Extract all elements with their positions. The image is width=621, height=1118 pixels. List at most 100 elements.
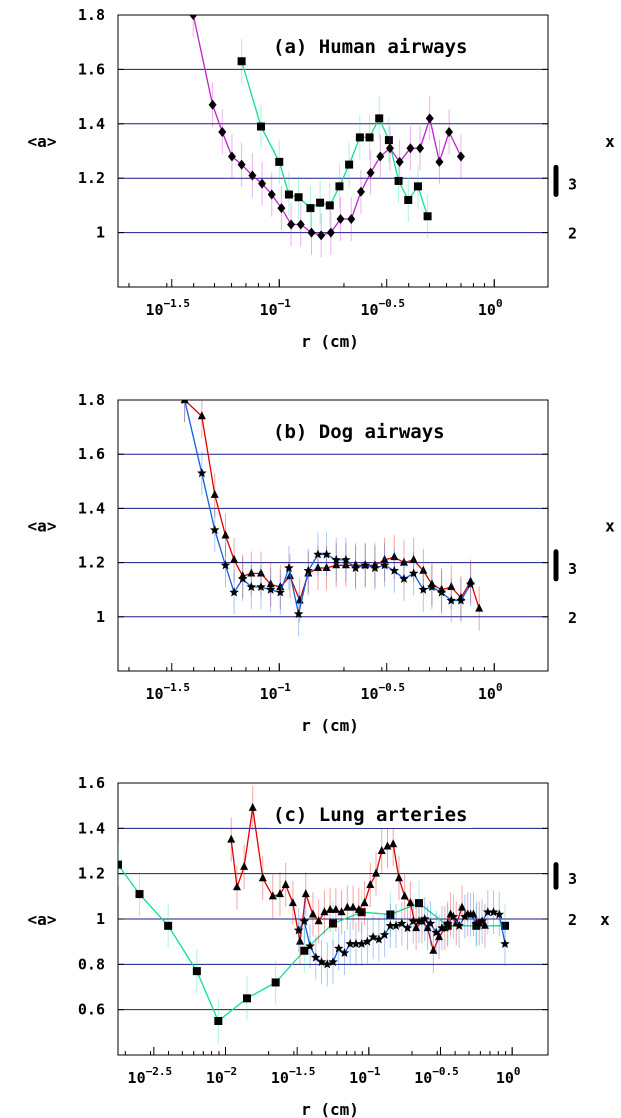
- panel-3-series-2-point: [268, 891, 277, 900]
- panel-3-series-2-point: [227, 834, 236, 843]
- panel-3-series-3-point: [374, 934, 384, 944]
- panel-1-series-1-point: [256, 122, 265, 131]
- panel-3-ylabel: <a>: [28, 910, 57, 929]
- panel-2-series-2-point: [456, 595, 466, 605]
- panel-1-series-2-point: [385, 143, 394, 154]
- panel-2-ytick-label: 1.6: [78, 445, 105, 463]
- panel-1-series-2-point: [356, 186, 365, 197]
- panel-2-series-2-point: [293, 609, 304, 619]
- panel-3-series-3-point: [397, 918, 407, 928]
- panel-2-series-2-point: [350, 563, 361, 573]
- panel-1-series-1-point: [375, 114, 384, 123]
- panel-2-series-2-point: [209, 525, 220, 535]
- panel-2-series-1-point: [197, 411, 206, 420]
- panel-3-series-2-point: [258, 873, 267, 882]
- panel-3-series-2-point: [435, 932, 444, 941]
- panel-3-series-3-point: [351, 938, 361, 948]
- panel-1-data: [189, 15, 465, 258]
- panel-2-series-1-point: [230, 554, 239, 563]
- panel-1-series-2-point: [416, 143, 425, 154]
- panel-3-series-1-point: [329, 919, 337, 928]
- panel-3-series-3-point: [488, 907, 499, 917]
- panel-3-series-1-point: [243, 994, 251, 1003]
- panel-2-y2label: x: [605, 517, 615, 536]
- panel-3-series-2-point: [314, 916, 323, 925]
- panel-3-series-2-point: [377, 846, 386, 854]
- panel-1-xlabel: r (cm): [301, 332, 359, 351]
- panel-3-series-1-point: [135, 890, 144, 899]
- panel-2-ytick-label: 1.8: [78, 391, 105, 409]
- panel-3-series-2-point: [389, 839, 398, 848]
- panel-1-ytick-label: 1.6: [78, 60, 105, 78]
- panel-2-series-1-point: [256, 568, 265, 577]
- panel-3-series-2-point: [366, 880, 375, 888]
- panel-1-series-2-point: [376, 151, 385, 162]
- panel-2-series-2-point: [197, 468, 207, 478]
- panel-3-series-1-point: [164, 921, 173, 930]
- panel-3-series-2-point: [458, 902, 466, 911]
- panel-1-series-2-point: [267, 189, 276, 200]
- panel-2-series-1-point: [313, 563, 322, 572]
- panel-2-ytick-label: 1.2: [78, 554, 105, 572]
- panel-1-series-2-point: [227, 151, 236, 162]
- panel-1-series-2-point: [296, 219, 305, 230]
- panel-3-ytick-label: 0.6: [78, 1001, 105, 1019]
- panel-1-series-1-point: [275, 157, 284, 166]
- panel-1-series-1-point: [325, 201, 334, 210]
- panel-1-series-2-point: [277, 203, 286, 214]
- panel-1-series-2-point: [237, 159, 246, 170]
- panel-3-series-3-point: [431, 927, 441, 937]
- panel-3-series-2-point: [337, 907, 346, 916]
- panel-2-xlabel: r (cm): [301, 716, 359, 735]
- panel-3-series-3-point: [299, 916, 310, 926]
- panel-1-series-1-point: [423, 212, 432, 221]
- panel-3-series-3-point: [448, 911, 459, 921]
- panel-3-series-2-point: [423, 923, 432, 932]
- panel-3-series-2-point: [480, 920, 489, 929]
- panel-2-series-1-point: [419, 565, 428, 574]
- panel-1-series-2-point: [248, 170, 257, 181]
- panel-1-series-2-point: [258, 178, 267, 189]
- panel-3-series-3-point: [322, 959, 333, 969]
- panel-1-series-1-point: [384, 136, 393, 145]
- panel-2-ytick-label: 1: [96, 608, 105, 626]
- panel-2-series-2-point: [313, 549, 323, 559]
- panel-2-series-2-point: [229, 587, 239, 597]
- panel-2-ytick-label: 1.4: [78, 499, 105, 517]
- panel-1-series-1-point: [237, 57, 246, 66]
- panel-2-series-1-point: [322, 563, 331, 572]
- panel-1-ytick-label: 1.8: [78, 6, 105, 24]
- panel-3-series-2-point: [406, 898, 415, 907]
- panel-1-ylabel: <a>: [28, 132, 57, 151]
- panel-3-series-2-point: [326, 904, 335, 913]
- panel-3-series-2-point: [308, 909, 317, 918]
- panel-1-series-1-point: [294, 193, 303, 202]
- panel-2-series-2-point: [360, 560, 371, 570]
- panel-1-series-2-point: [435, 156, 444, 167]
- panel-2-series-2-point: [265, 584, 276, 594]
- panel-1-xtick-label: 10−1.5: [145, 297, 190, 319]
- panel-3-series-3-point: [402, 923, 413, 933]
- panel-3-right-tick-label: 2: [568, 911, 577, 929]
- panel-1-series-2-point: [208, 99, 217, 110]
- panel-3-y2label: x: [600, 910, 610, 929]
- panel-3-ytick-label: 1.6: [78, 774, 105, 792]
- panel-2-series-1-point: [399, 557, 408, 566]
- panel-2-title-bg: [269, 419, 449, 445]
- panel-3-series-2-point: [288, 898, 297, 907]
- panel-2-right-tick-label: 3: [568, 560, 577, 578]
- panel-2-series-2-point: [331, 554, 341, 564]
- panel-3-series-3-point: [471, 918, 482, 928]
- panel-3-series-2-point: [275, 889, 284, 898]
- panel-3-xtick-label: 10−1.5: [271, 1065, 316, 1087]
- panel-2-series-2-point: [408, 568, 419, 578]
- panel-2-series-1-point: [475, 603, 484, 612]
- panel-3-series-3-point: [465, 909, 476, 919]
- panel-3-title: (c) Lung arteries: [273, 804, 467, 826]
- panel-3-series-2-point: [412, 923, 421, 932]
- panel-3-series-3-point: [408, 916, 419, 926]
- panel-3-series-3-point: [356, 938, 367, 948]
- panel-2-series-2-point: [379, 560, 390, 570]
- panel-3-series-2-point: [343, 902, 352, 911]
- panel-1-right-tick-label: 3: [568, 176, 577, 194]
